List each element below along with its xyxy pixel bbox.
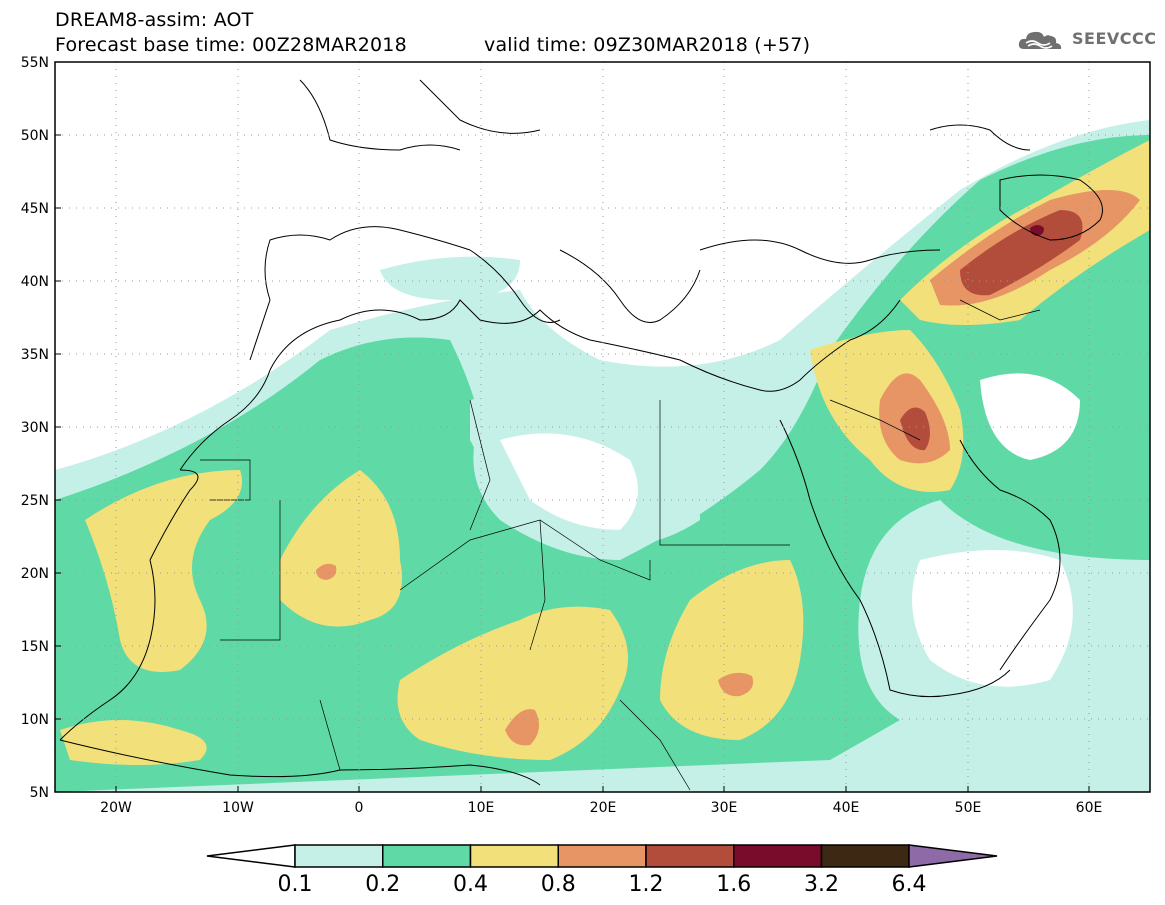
colorbar-swatch (382, 844, 472, 868)
colorbar (206, 844, 998, 868)
colorbar-swatch (820, 844, 910, 868)
aot-0.4-west-africa-coast (60, 720, 207, 765)
lat-label: 55N (21, 55, 49, 71)
colorbar-over-arrow (908, 844, 998, 868)
graticule (55, 62, 1150, 792)
lon-label: 50E (955, 800, 982, 816)
lat-label: 10N (21, 712, 49, 728)
aot-0.1-patch (380, 256, 520, 300)
lat-label: 50N (21, 128, 49, 144)
aot-clear-area (500, 433, 638, 530)
colorbar-labels: 0.1 0.2 0.4 0.8 1.2 1.6 3.2 6.4 (278, 872, 927, 897)
aot-1.2-iraq (900, 407, 930, 451)
lat-label: 5N (30, 785, 49, 801)
colorbar-label: 0.4 (453, 872, 488, 897)
lon-label: 20W (100, 800, 132, 816)
colorbar-label: 1.6 (716, 872, 751, 897)
lon-label: 20E (590, 800, 617, 816)
aot-1.2-central-asia (960, 210, 1083, 296)
aot-0.4-nigeria (397, 606, 628, 760)
title-line-3: valid time: 09Z30MAR2018 (+57) (484, 34, 811, 56)
cloud-icon (1018, 31, 1062, 49)
aot-0.8-sudan (718, 672, 754, 697)
lat-label: 40N (21, 274, 49, 290)
colorbar-swatch (733, 844, 823, 868)
colorbar-label: 6.4 (892, 872, 927, 897)
colorbar-label: 0.8 (541, 872, 576, 897)
lon-label: 60E (1076, 800, 1103, 816)
colorbar-under-arrow (206, 844, 296, 868)
seevccc-logo: SEEVCCC (1016, 27, 1156, 53)
lon-label: 0 (355, 800, 364, 816)
colorbar-swatch (294, 844, 384, 868)
lat-label: 30N (21, 420, 49, 436)
lat-label: 15N (21, 639, 49, 655)
colorbar-label: 3.2 (804, 872, 839, 897)
coastlines (59, 79, 1103, 786)
country-borders (200, 299, 1041, 791)
colorbar-swatch (469, 844, 559, 868)
lat-label: 25N (21, 493, 49, 509)
lon-label: 30E (711, 800, 738, 816)
aot-0.4-mali (280, 470, 402, 627)
lat-label: 35N (21, 347, 49, 363)
aot-0.8-mali (316, 563, 337, 580)
aot-0.8-cameroon (505, 709, 539, 746)
aot-clear-area-gulf (980, 373, 1080, 460)
lat-axis: 5N 10N 15N 20N 25N 30N 35N 40N 45N 50N 5… (21, 55, 61, 801)
lon-label: 10W (222, 800, 254, 816)
logo-text: SEEVCCC (1072, 29, 1157, 48)
colorbar-label: 1.2 (629, 872, 664, 897)
title-line-2: Forecast base time: 00Z28MAR2018 (55, 34, 407, 56)
colorbar-label: 0.2 (365, 872, 400, 897)
colorbar-label: 0.1 (278, 872, 313, 897)
aot-0.2-area (55, 135, 1150, 792)
lon-axis: 20W 10W 0 10E 20E 30E 40E 50E 60E (100, 786, 1102, 816)
title-line-1: DREAM8-assim: AOT (55, 9, 254, 31)
colorbar-swatch (645, 844, 735, 868)
lat-label: 45N (21, 201, 49, 217)
lon-label: 10E (468, 800, 495, 816)
colorbar-swatch (557, 844, 647, 868)
aot-0.4-sahel-west (85, 470, 242, 672)
lat-label: 20N (21, 566, 49, 582)
lon-label: 40E (833, 800, 860, 816)
aot-0.4-sudan (660, 560, 804, 740)
aot-clear-area-east (912, 550, 1073, 687)
